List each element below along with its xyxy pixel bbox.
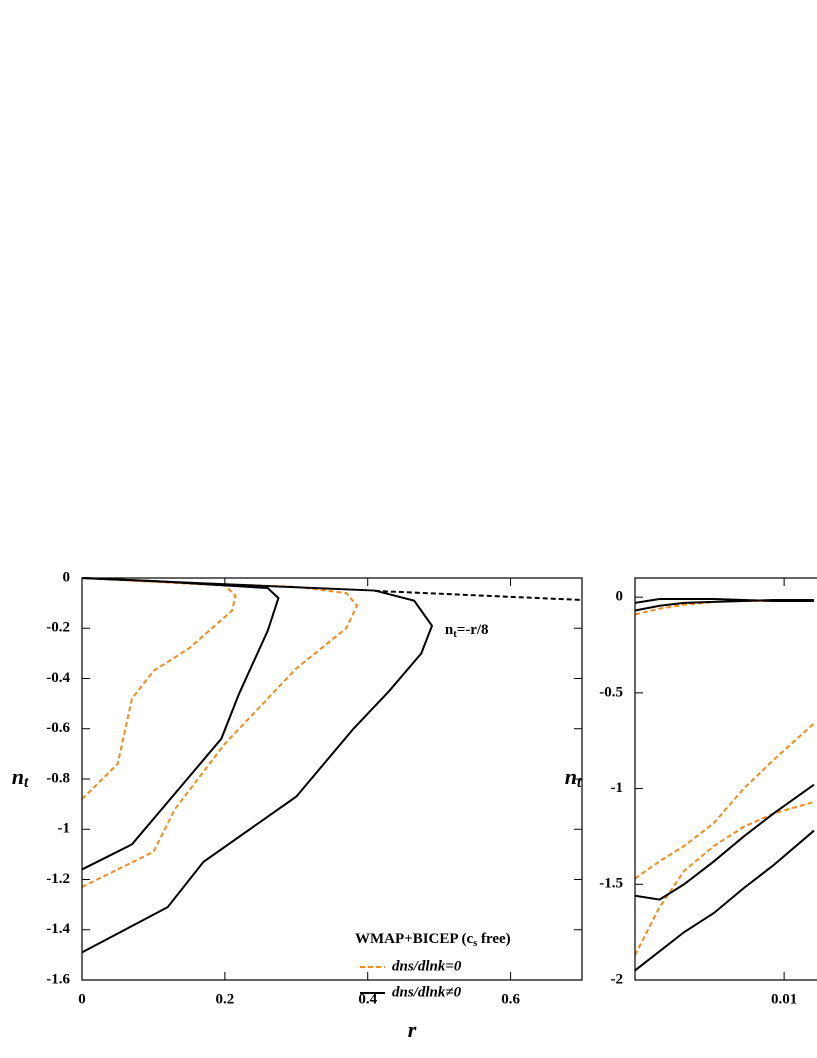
y-tick-label: -0.2 bbox=[46, 620, 70, 636]
y-axis-label-main: n bbox=[12, 764, 24, 789]
y-tick-label: -0.6 bbox=[46, 720, 70, 736]
x-tick-label: 0.01 bbox=[771, 991, 797, 1007]
y-axis-label: nt bbox=[565, 764, 582, 790]
plot bbox=[635, 598, 815, 972]
contour-line bbox=[81, 577, 280, 871]
y-tick-label: -1 bbox=[58, 821, 71, 837]
x-tick-label: 0 bbox=[78, 991, 86, 1007]
contour-line bbox=[81, 577, 237, 800]
contour-line bbox=[635, 829, 815, 972]
legend-title-main: WMAP+BICEP (c bbox=[355, 931, 473, 947]
annotation-suffix: =-r/8 bbox=[457, 622, 489, 638]
y-tick-label: -2 bbox=[611, 971, 624, 987]
y-axis-label-sub: t bbox=[24, 774, 29, 791]
contour-line bbox=[81, 577, 434, 954]
y-tick-label: -1.4 bbox=[46, 921, 70, 937]
legend-label: dns/dlnk=0 bbox=[392, 958, 462, 974]
legend-label: dns/dlnk≠0 bbox=[392, 984, 462, 1000]
x-axis-label: r bbox=[408, 1017, 417, 1042]
plot-frame bbox=[81, 577, 583, 981]
y-axis-label: nt bbox=[12, 764, 29, 790]
y-tick-label: -1.5 bbox=[599, 876, 623, 892]
x-tick-label: 0.4 bbox=[358, 991, 377, 1007]
annotation-main: n bbox=[445, 622, 454, 638]
contour-line bbox=[81, 577, 359, 888]
y-tick-label: -1.6 bbox=[46, 971, 70, 987]
legend-title: WMAP+BICEP (cs free) bbox=[355, 931, 511, 949]
y-tick-label: -0.8 bbox=[46, 770, 70, 786]
y-axis-label-main: n bbox=[565, 764, 577, 789]
plot: nt=-r/8 bbox=[81, 577, 583, 954]
contour-line bbox=[635, 722, 815, 880]
annotation-sub: t bbox=[453, 629, 457, 640]
contour-line bbox=[635, 801, 815, 956]
x-tick-label: 0.6 bbox=[501, 991, 520, 1007]
y-tick-label: 0 bbox=[63, 569, 71, 585]
annotation: nt=-r/8 bbox=[445, 622, 489, 640]
legend-title-sub: s bbox=[473, 938, 477, 949]
y-tick-label: -0.5 bbox=[599, 684, 623, 700]
y-axis-label-sub: t bbox=[577, 774, 582, 791]
y-tick-label: 0 bbox=[616, 589, 624, 605]
legend-title-suffix: free) bbox=[477, 931, 510, 947]
contour-line bbox=[374, 589, 583, 601]
contour-line bbox=[635, 783, 815, 901]
contour-line bbox=[635, 599, 814, 612]
y-tick-label: -1.2 bbox=[46, 871, 70, 887]
y-tick-label: -0.4 bbox=[46, 670, 70, 686]
x-tick-label: 0.2 bbox=[215, 991, 234, 1007]
y-tick-label: -1 bbox=[611, 780, 624, 796]
plot-frame bbox=[634, 577, 817, 981]
contour-line bbox=[635, 599, 814, 616]
